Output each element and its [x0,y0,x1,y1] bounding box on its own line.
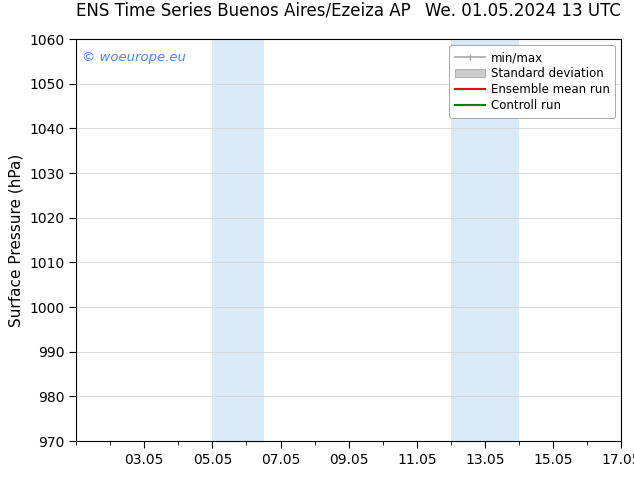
Text: We. 01.05.2024 13 UTC: We. 01.05.2024 13 UTC [425,1,621,20]
Bar [212,39,264,441]
Text: ENS Time Series Buenos Aires/Ezeiza AP: ENS Time Series Buenos Aires/Ezeiza AP [76,1,411,20]
Legend: min/max, Standard deviation, Ensemble mean run, Controll run: min/max, Standard deviation, Ensemble me… [450,45,616,118]
Y-axis label: Surface Pressure (hPa): Surface Pressure (hPa) [8,153,23,327]
Bar [451,39,519,441]
Text: © woeurope.eu: © woeurope.eu [82,51,185,64]
